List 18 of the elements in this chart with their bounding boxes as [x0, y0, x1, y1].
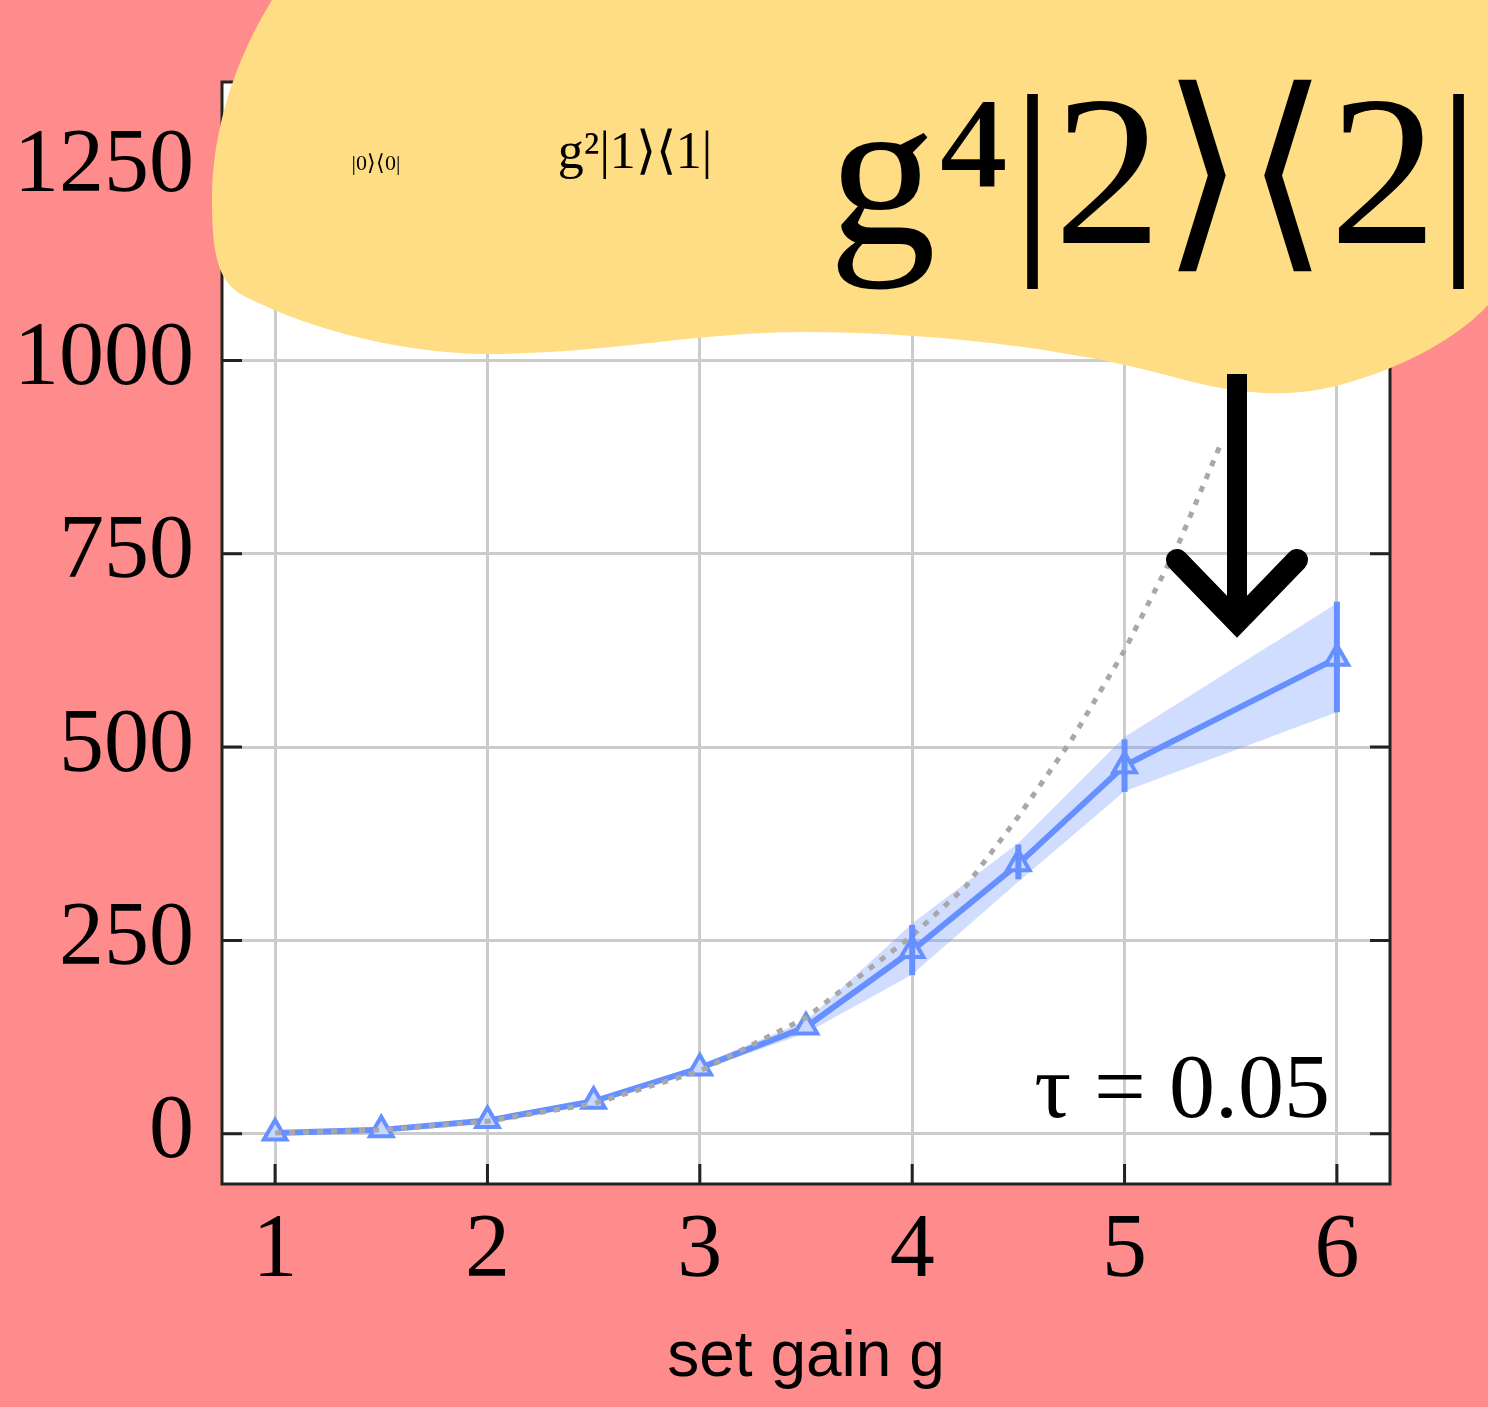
y-tick-label: 250 — [59, 884, 194, 984]
x-axis-title: set gain g — [667, 1318, 945, 1391]
y-tick-label: 1250 — [14, 110, 194, 210]
y-tick-label: 500 — [59, 690, 194, 790]
point — [792, 1012, 820, 1036]
x-tick-label: 3 — [677, 1195, 723, 1295]
x-tick-label: 2 — [464, 1195, 510, 1295]
annotation: |0⟩⟨0| — [351, 150, 401, 175]
annotation: g²|1⟩⟨1| — [557, 122, 713, 179]
x-tick-label: 4 — [889, 1195, 935, 1295]
annotation: τ = 0.05 — [1034, 1035, 1330, 1137]
y-tick-label: 750 — [59, 497, 194, 597]
x-tick-label: 6 — [1314, 1195, 1360, 1295]
y-tick-label: 0 — [149, 1077, 194, 1177]
y-tick-label: 1000 — [14, 304, 194, 404]
x-tick-label: 5 — [1102, 1195, 1148, 1295]
x-tick-label: 1 — [252, 1195, 298, 1295]
annotation: g⁴|2⟩⟨2| — [828, 50, 1480, 290]
